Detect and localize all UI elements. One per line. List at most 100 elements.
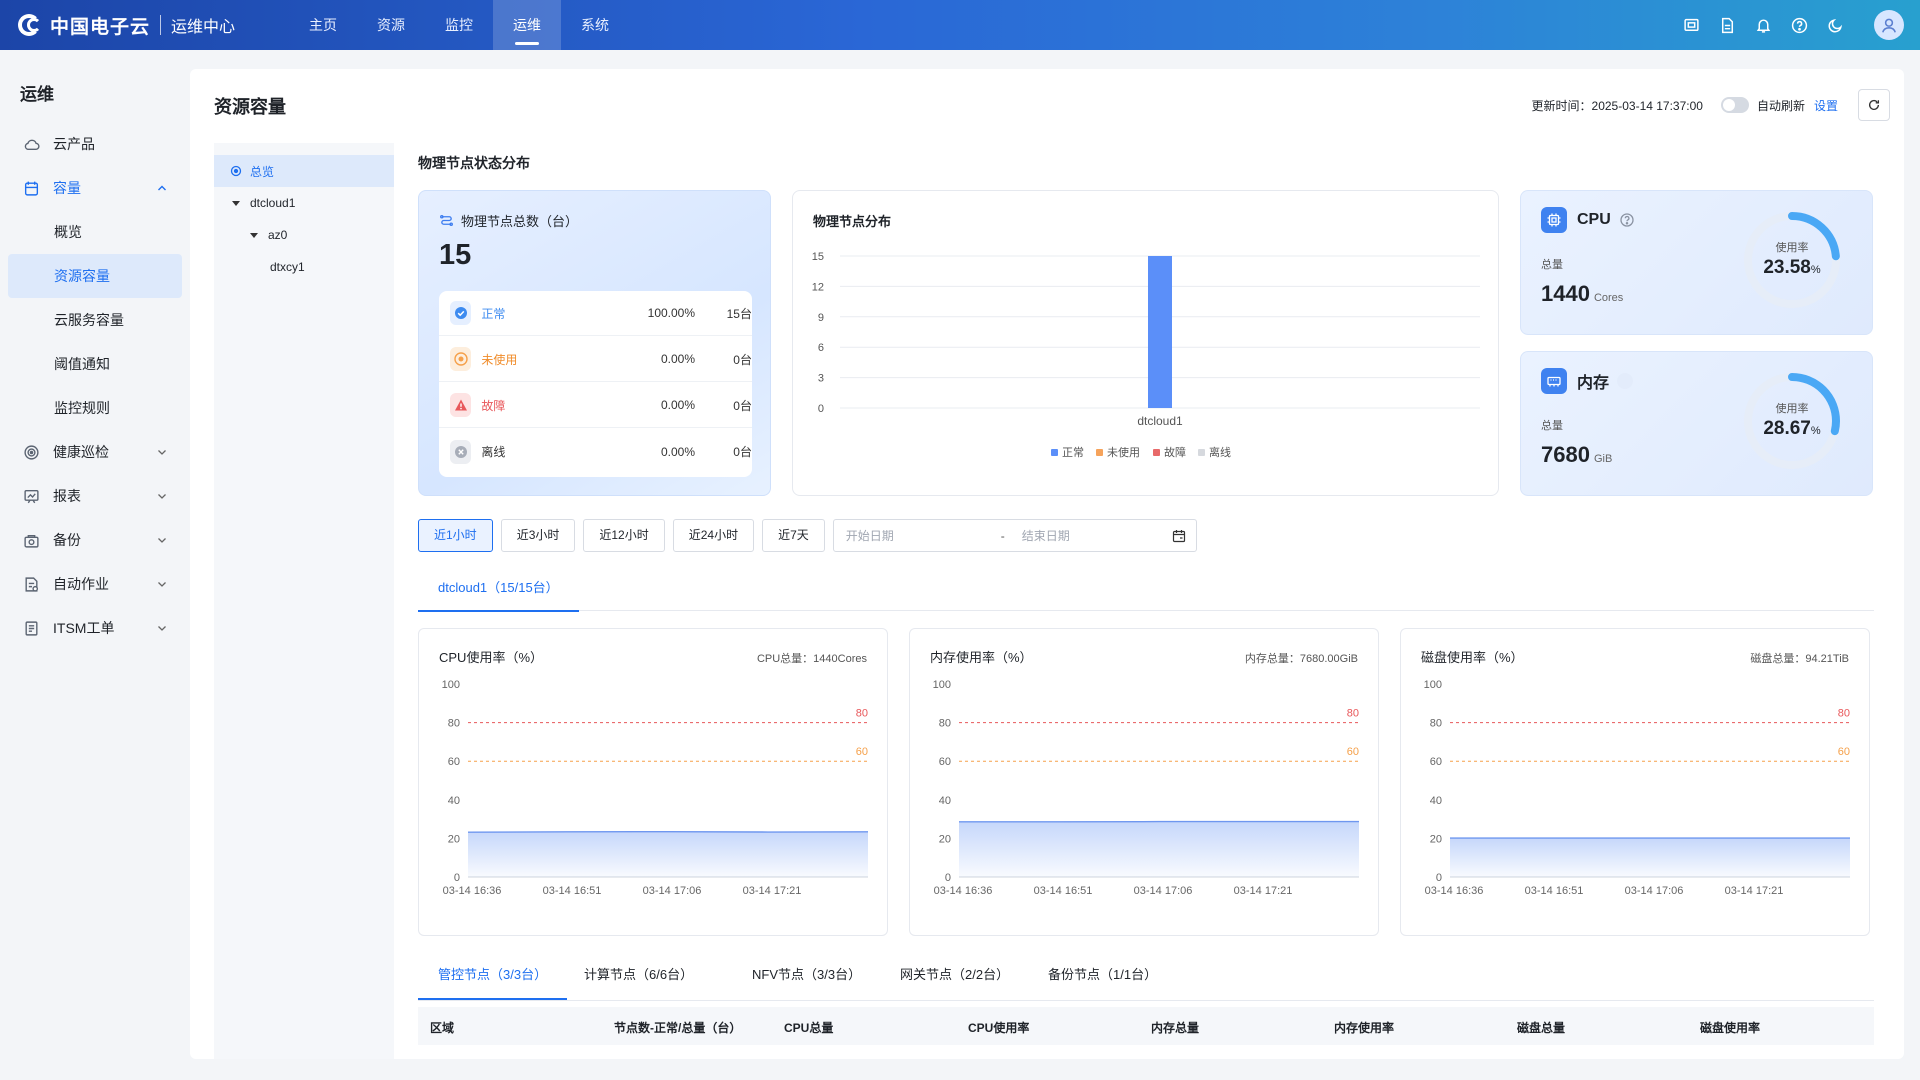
unused-icon <box>450 347 472 371</box>
bar <box>1148 256 1172 408</box>
caret-down-icon <box>250 232 258 238</box>
sidebar-item-itsm[interactable]: ITSM工单 <box>8 606 182 650</box>
sidebar-sub-monitor-rules[interactable]: 监控规则 <box>54 400 110 416</box>
chevron-down-icon <box>158 450 166 455</box>
x-tick-label: 03-14 17:21 <box>1234 885 1293 897</box>
chart-title: 磁盘使用率（%） <box>1421 650 1524 665</box>
distribution-chart: 0 3 6 9 12 15 dtcloud1 正常 未使用 故障 离线 <box>812 251 1480 459</box>
range-1h-button[interactable]: 近1小时 <box>418 519 493 552</box>
memory-total-value: 7680 <box>1541 442 1590 467</box>
bell-icon[interactable] <box>1754 16 1772 34</box>
sidebar-item-label: ITSM工单 <box>53 620 115 636</box>
x-tick-label: 03-14 17:06 <box>643 885 702 897</box>
section-title: 物理节点状态分布 <box>418 155 530 171</box>
col-disk-total: 磁盘总量 <box>1517 1021 1566 1035</box>
tab-nfv-nodes[interactable]: NFV节点（3/3台） <box>752 967 862 982</box>
y-tick-label: 100 <box>442 679 460 691</box>
start-date-input[interactable]: 开始日期 <box>845 529 894 543</box>
y-tick-label: 12 <box>812 281 824 293</box>
y-tick-label: 15 <box>812 251 824 263</box>
range-24h-button[interactable]: 近24小时 <box>672 519 755 552</box>
chevron-down-icon <box>158 538 166 543</box>
memory-usage-gauge <box>1744 373 1840 469</box>
area-fill <box>959 821 1359 877</box>
nav-home[interactable]: 主页 <box>309 17 337 33</box>
y-tick-label: 40 <box>448 795 460 807</box>
threshold-label: 80 <box>1347 708 1359 720</box>
caret-down-icon <box>232 200 240 206</box>
help-icon[interactable] <box>1790 16 1808 34</box>
memory-total-label: 总量 <box>1541 420 1563 432</box>
sidebar-title: 运维 <box>20 85 54 104</box>
nav-operations[interactable]: 运维 <box>493 0 561 50</box>
settings-link[interactable]: 设置 <box>1813 98 1838 113</box>
screen-icon[interactable] <box>1682 16 1700 34</box>
tree-node-dtcloud1[interactable]: dtcloud1 <box>214 187 394 219</box>
tab-gateway-nodes[interactable]: 网关节点（2/2台） <box>900 967 1010 982</box>
node-type-tabs: 管控节点（3/3台） 计算节点（6/6台） NFV节点（3/3台） 网关节点（2… <box>418 961 1874 1001</box>
report-icon <box>22 487 40 505</box>
sidebar-sub-overview[interactable]: 概览 <box>54 224 82 240</box>
sidebar-item-backup[interactable]: 备份 <box>8 518 182 562</box>
question-icon[interactable] <box>1619 212 1635 228</box>
logo[interactable]: 中国电子云 运维中心 <box>18 11 235 39</box>
col-node-count: 节点数-正常/总量（台） <box>614 1021 742 1035</box>
tab-control-nodes[interactable]: 管控节点（3/3台） <box>418 961 568 1000</box>
status-count: 0台 <box>733 445 752 459</box>
logo-text: 中国电子云 <box>50 16 151 38</box>
calendar-icon[interactable] <box>1172 529 1186 543</box>
capacity-icon <box>22 179 40 197</box>
document-icon[interactable] <box>1718 16 1736 34</box>
memory-header: 内存 <box>1541 368 1634 394</box>
x-tick-label: 03-14 17:06 <box>1625 885 1684 897</box>
sidebar-item-cloud-products[interactable]: 云产品 <box>8 122 182 166</box>
series-line <box>467 830 869 833</box>
range-3h-button[interactable]: 近3小时 <box>500 519 576 552</box>
sidebar-item-label: 自动作业 <box>53 576 109 592</box>
user-avatar-icon[interactable] <box>1874 10 1904 40</box>
status-label: 离线 <box>481 445 506 459</box>
y-tick-label: 100 <box>1424 679 1442 691</box>
end-date-input[interactable]: 结束日期 <box>1021 529 1070 543</box>
auto-refresh-toggle[interactable] <box>1720 97 1749 113</box>
nodes-table-header: 区域 节点数-正常/总量（台） CPU总量 CPU使用率 内存总量 内存使用率 … <box>418 1007 1874 1045</box>
chart-title: 内存使用率（%） <box>930 650 1033 665</box>
nav-resources[interactable]: 资源 <box>377 17 405 33</box>
nav-system[interactable]: 系统 <box>581 17 609 33</box>
tree-node-az0[interactable]: az0 <box>214 219 394 251</box>
legend-label: 正常 <box>1062 446 1084 459</box>
update-time: 更新时间：2025-03-14 17:37:00 <box>1531 98 1703 113</box>
chart-total: 内存总量：7680.00GiB <box>1244 653 1358 665</box>
overview-icon <box>230 165 242 177</box>
date-range-picker[interactable]: 开始日期 - 结束日期 <box>832 519 1197 552</box>
tab-compute-nodes[interactable]: 计算节点（6/6台） <box>584 967 694 982</box>
check-icon <box>450 301 472 325</box>
sidebar-item-label: 云产品 <box>53 136 95 152</box>
legend-label: 故障 <box>1164 445 1186 459</box>
cloud-icon <box>22 135 40 153</box>
chevron-down-icon <box>158 582 166 587</box>
sidebar-item-automation[interactable]: 自动作业 <box>8 562 182 606</box>
status-row-offline: 离线 0.00% 0台 <box>439 429 752 474</box>
tree-node-dtxcy1[interactable]: dtxcy1 <box>214 251 394 283</box>
tab-backup-nodes[interactable]: 备份节点（1/1台） <box>1048 967 1158 982</box>
sidebar-item-capacity[interactable]: 容量 <box>8 166 182 210</box>
range-12h-button[interactable]: 近12小时 <box>583 519 665 552</box>
chevron-down-icon <box>158 626 166 631</box>
y-tick-label: 20 <box>448 833 460 845</box>
y-tick-label: 9 <box>818 312 824 324</box>
status-pct: 0.00% <box>660 444 696 459</box>
sidebar-item-health-check[interactable]: 健康巡检 <box>8 430 182 474</box>
sidebar-sub-resource-capacity[interactable]: 资源容量 <box>8 254 182 298</box>
sidebar-sub-threshold-notify[interactable]: 阈值通知 <box>54 356 110 372</box>
moon-icon[interactable] <box>1826 16 1844 34</box>
nav-monitoring[interactable]: 监控 <box>445 17 473 33</box>
range-7d-button[interactable]: 近7天 <box>762 519 825 552</box>
sidebar-sub-cloud-service-capacity[interactable]: 云服务容量 <box>54 312 124 328</box>
refresh-button[interactable] <box>1858 89 1890 121</box>
tree-node-label: 总览 <box>250 164 275 179</box>
sidebar-item-reports[interactable]: 报表 <box>8 474 182 518</box>
tree-node-overview[interactable]: 总览 <box>214 155 394 187</box>
cpu-usage-gauge <box>1744 212 1840 308</box>
tab-dtcloud1[interactable]: dtcloud1（15/15台） <box>418 573 579 612</box>
